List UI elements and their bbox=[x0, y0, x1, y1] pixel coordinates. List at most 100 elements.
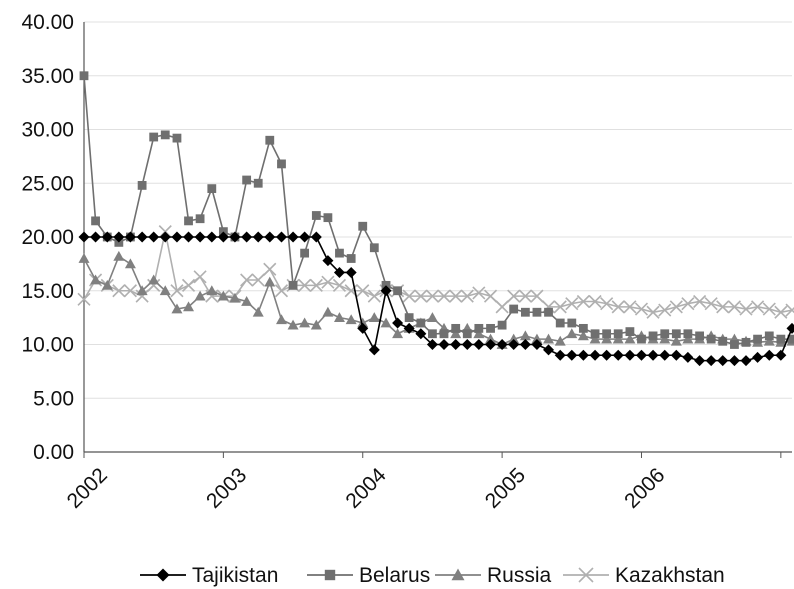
legend-marker bbox=[578, 567, 594, 583]
data-point bbox=[485, 333, 497, 344]
series-line bbox=[83, 231, 793, 314]
data-point bbox=[311, 211, 321, 220]
data-point bbox=[333, 266, 345, 278]
data-point bbox=[660, 329, 670, 339]
data-point bbox=[716, 300, 730, 314]
legend-item-russia: Russia bbox=[435, 564, 552, 587]
legend-label: Tajikistan bbox=[192, 564, 278, 587]
data-point bbox=[682, 333, 694, 344]
x-tick-group: 2003 bbox=[202, 464, 251, 513]
data-point bbox=[101, 231, 113, 243]
data-point bbox=[462, 329, 472, 339]
data-point bbox=[160, 130, 170, 140]
data-point bbox=[240, 273, 254, 287]
data-point bbox=[149, 132, 159, 142]
data-point bbox=[323, 213, 333, 223]
data-point bbox=[333, 312, 345, 323]
x-tick-label: 2004 bbox=[341, 463, 391, 513]
data-point bbox=[148, 274, 160, 285]
data-point bbox=[566, 328, 578, 339]
data-point bbox=[775, 349, 787, 361]
data-point bbox=[345, 266, 357, 278]
data-point bbox=[207, 184, 217, 194]
data-point bbox=[251, 273, 265, 287]
data-point bbox=[520, 307, 530, 317]
data-point bbox=[310, 319, 322, 330]
data-point bbox=[229, 292, 241, 303]
data-point bbox=[507, 289, 521, 303]
axes: 0.00 5.00 10.00 15.00 20.00 25.00 30.00 35.00 40… bbox=[21, 11, 792, 513]
data-point bbox=[183, 231, 195, 243]
data-point bbox=[589, 349, 601, 361]
data-point bbox=[624, 333, 636, 344]
data-point bbox=[485, 339, 497, 350]
data-point bbox=[612, 333, 624, 344]
data-point bbox=[265, 135, 275, 145]
data-point bbox=[380, 317, 392, 328]
data-point bbox=[785, 303, 794, 317]
data-point bbox=[242, 175, 252, 185]
legend-item-tajikistan: Tajikistan bbox=[140, 564, 278, 587]
data-point bbox=[113, 231, 125, 243]
data-point bbox=[135, 289, 149, 303]
data-point bbox=[693, 294, 707, 309]
data-point bbox=[428, 329, 437, 339]
data-point bbox=[694, 355, 706, 367]
data-point bbox=[762, 302, 776, 316]
data-point bbox=[682, 351, 694, 363]
data-point bbox=[183, 301, 195, 312]
data-point bbox=[252, 306, 264, 317]
data-point bbox=[589, 333, 601, 344]
data-point bbox=[554, 335, 566, 346]
data-point bbox=[241, 231, 253, 243]
data-point bbox=[357, 317, 369, 328]
x-tick-label: 2006 bbox=[620, 464, 669, 513]
data-point bbox=[426, 312, 438, 323]
data-point bbox=[136, 285, 148, 296]
data-point bbox=[425, 289, 439, 303]
data-point bbox=[335, 248, 344, 258]
data-point bbox=[659, 333, 671, 344]
data-point bbox=[543, 333, 555, 344]
data-point bbox=[718, 336, 728, 346]
data-point bbox=[78, 231, 90, 243]
data-point bbox=[647, 349, 659, 361]
data-point bbox=[764, 331, 774, 341]
series-tajikistan bbox=[78, 231, 794, 367]
data-point bbox=[497, 320, 507, 330]
data-point bbox=[519, 330, 531, 341]
data-point bbox=[601, 333, 613, 344]
data-point bbox=[124, 231, 136, 243]
data-point bbox=[426, 339, 438, 350]
data-point bbox=[752, 351, 764, 363]
data-point bbox=[450, 339, 462, 350]
data-point bbox=[555, 318, 565, 328]
legend-label: Kazakhstan bbox=[615, 564, 725, 587]
legend-label: Belarus bbox=[359, 564, 430, 587]
data-point bbox=[206, 285, 218, 296]
data-point bbox=[274, 284, 289, 298]
data-point bbox=[658, 303, 672, 317]
data-point bbox=[171, 231, 183, 243]
data-point bbox=[683, 329, 693, 339]
data-point bbox=[741, 337, 751, 347]
data-point bbox=[659, 349, 671, 361]
data-point bbox=[450, 328, 462, 339]
data-point bbox=[553, 300, 567, 314]
y-tick-label: 40.00 bbox=[21, 11, 74, 34]
data-point bbox=[613, 329, 623, 339]
data-point bbox=[544, 307, 553, 317]
data-point bbox=[113, 250, 125, 261]
legend-marker bbox=[156, 568, 170, 582]
data-point bbox=[159, 231, 171, 243]
data-point bbox=[439, 329, 449, 339]
data-point bbox=[531, 339, 543, 350]
data-point bbox=[577, 330, 589, 341]
data-point bbox=[567, 318, 577, 328]
data-point bbox=[322, 255, 334, 267]
data-point bbox=[625, 327, 635, 336]
data-point bbox=[519, 339, 531, 350]
data-point bbox=[648, 331, 658, 341]
data-point bbox=[357, 322, 369, 334]
